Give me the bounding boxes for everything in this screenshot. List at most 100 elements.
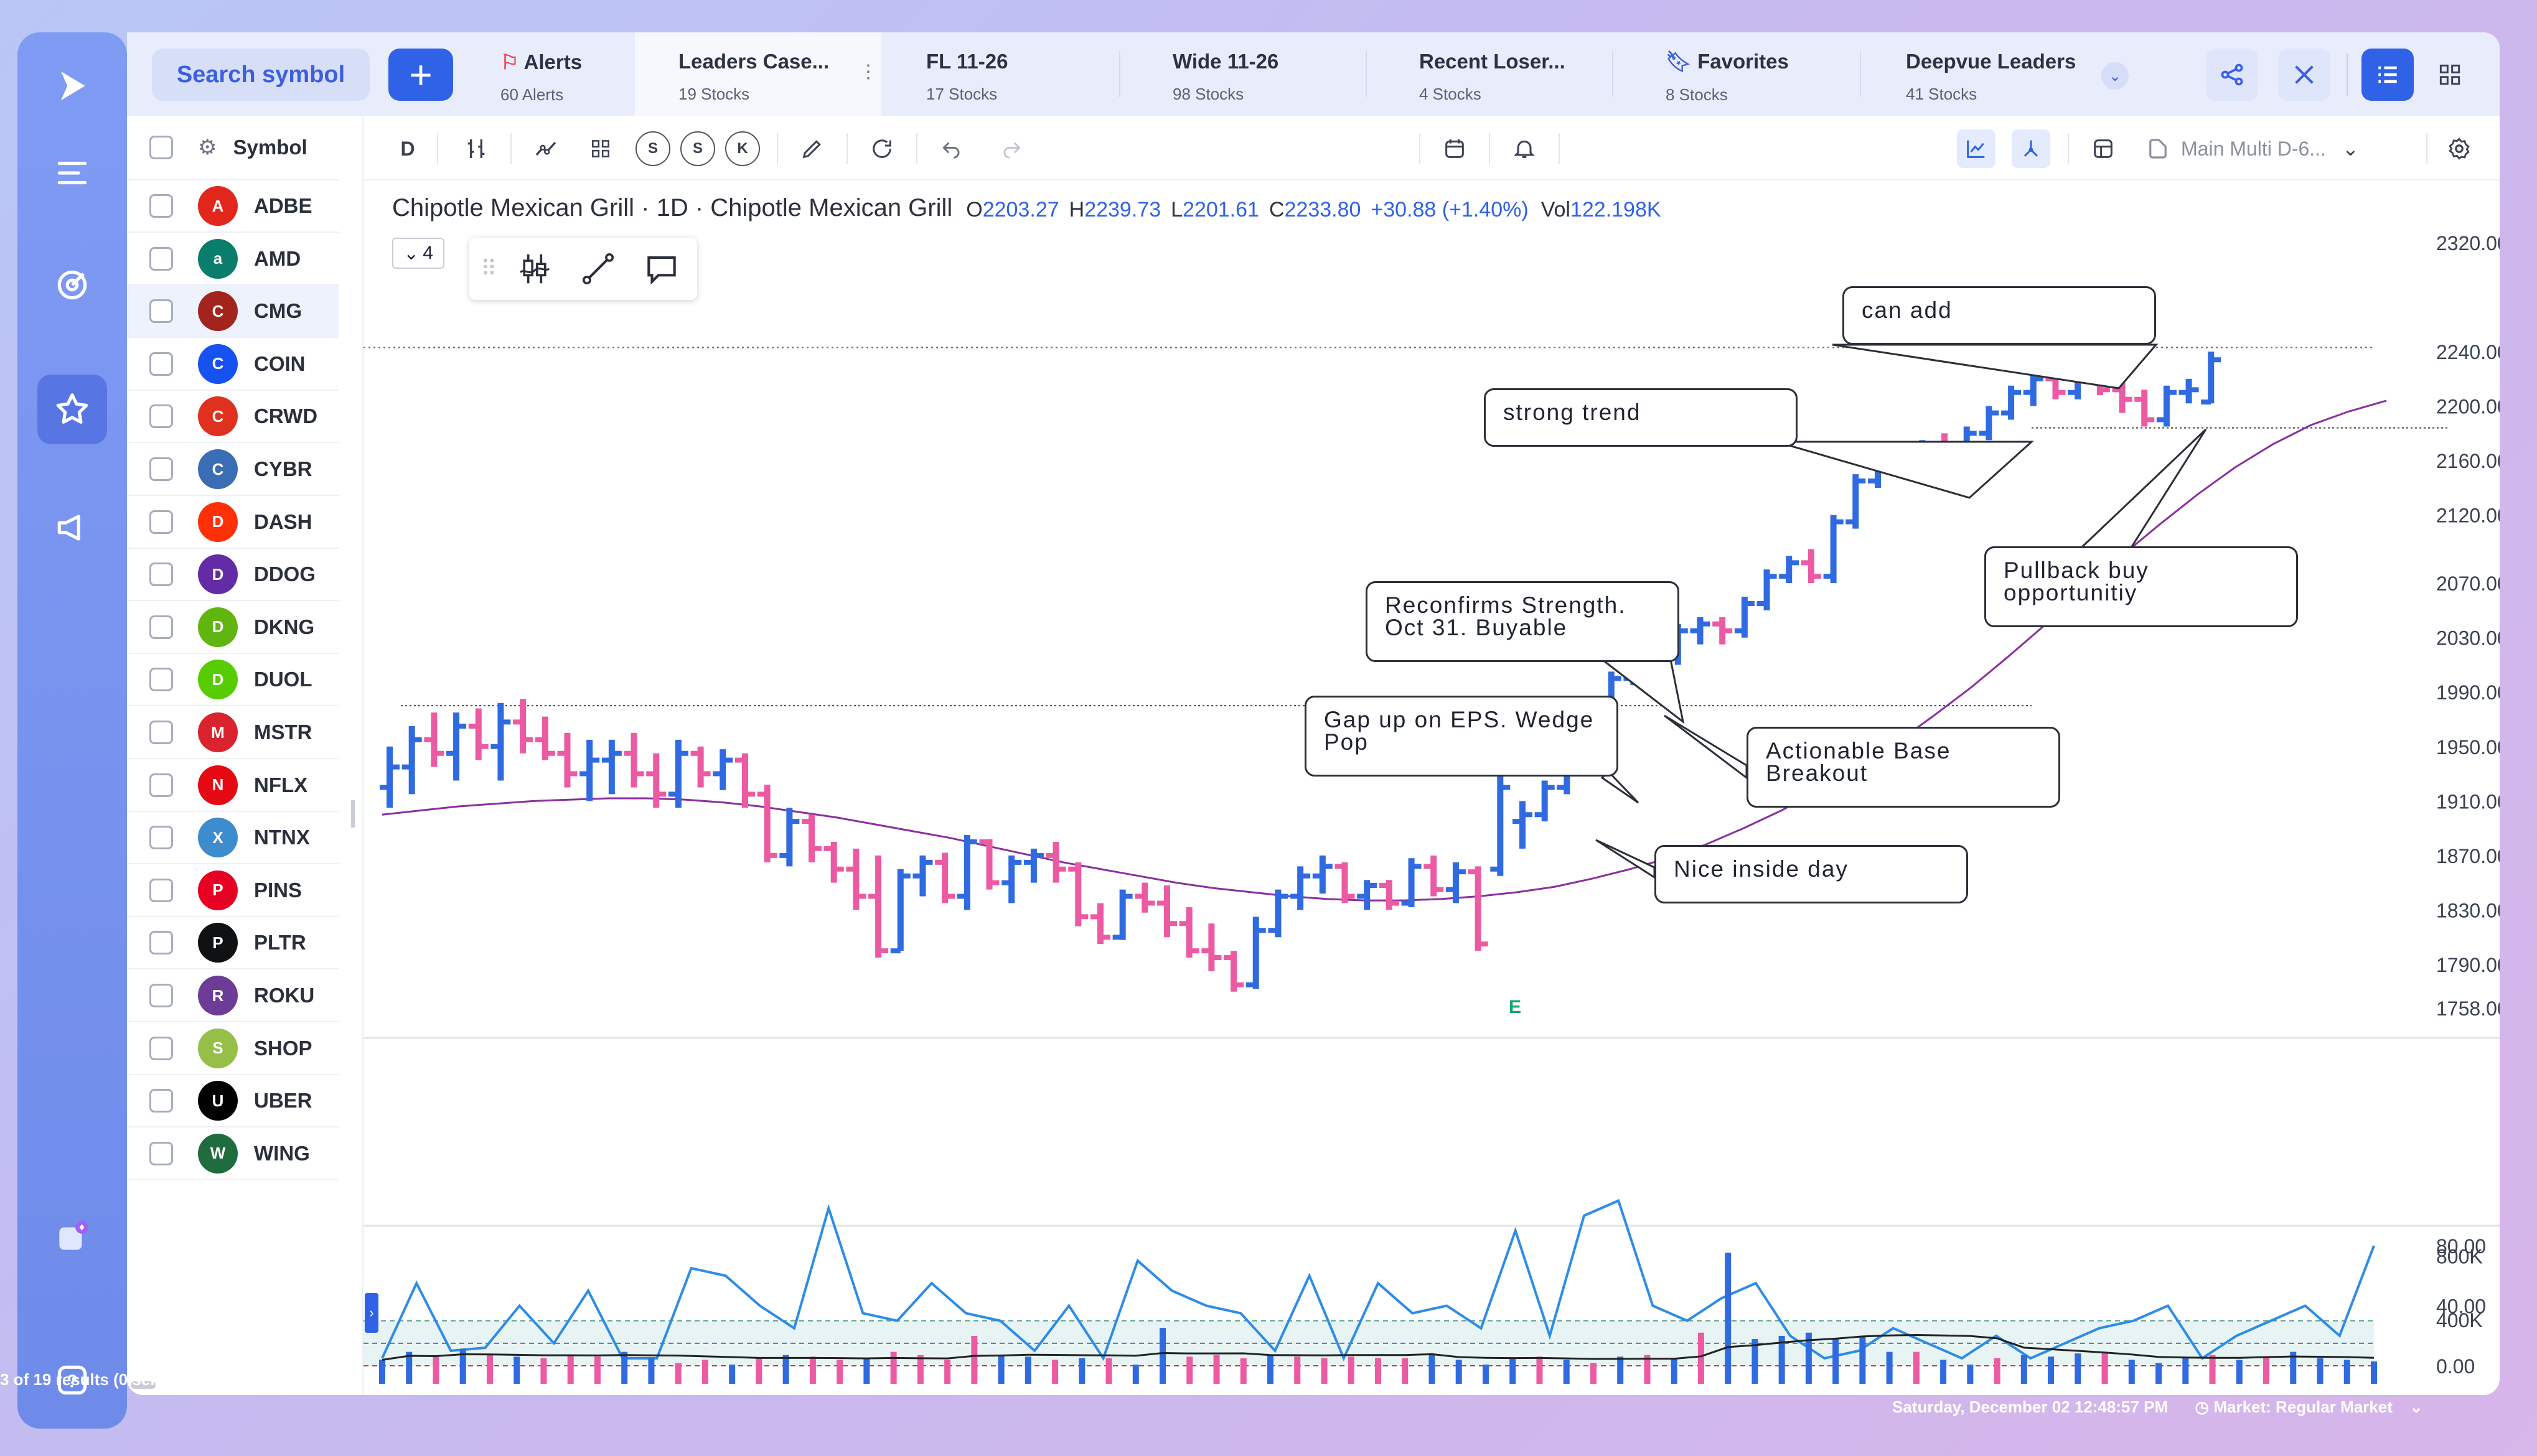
row-checkbox[interactable] (149, 457, 173, 481)
row-checkbox[interactable] (149, 299, 173, 324)
grid-view-button[interactable] (2424, 49, 2476, 101)
megaphone-icon[interactable] (37, 493, 107, 562)
watchlist-row-nflx[interactable]: N NFLX (127, 760, 339, 812)
row-checkbox[interactable] (149, 721, 173, 744)
row-checkbox[interactable] (149, 510, 173, 534)
watchlist-row-dkng[interactable]: D DKNG (127, 602, 339, 654)
annotation-inside-day[interactable]: Nice inside day (1654, 845, 1968, 903)
annotation-base-breakout[interactable]: Actionable Base Breakout (1747, 727, 2060, 808)
row-checkbox[interactable] (149, 878, 173, 902)
chart-area[interactable]: 2320.002240.002200.002160.002120.002070.… (363, 180, 2500, 1395)
chevron-down-icon[interactable]: ⌄ (2409, 1398, 2423, 1416)
row-checkbox[interactable] (149, 404, 173, 429)
row-checkbox[interactable] (149, 668, 173, 692)
compare-icon[interactable] (2012, 129, 2050, 168)
tab-wide-11-26[interactable]: Wide 11-26 98 Stocks (1173, 32, 1278, 116)
watchlist-row-duol[interactable]: D DUOL (127, 654, 339, 707)
earnings-marker[interactable]: E (1509, 997, 1522, 1017)
watchlist-row-cmg[interactable]: C CMG (127, 286, 339, 338)
watchlist-row-roku[interactable]: R ROKU (127, 970, 339, 1022)
menu-icon[interactable] (37, 138, 107, 208)
refresh-icon[interactable] (863, 129, 901, 168)
alert-bell-icon[interactable] (1505, 129, 1544, 168)
tab-options-icon[interactable]: ⋮ (859, 62, 878, 82)
s1-toggle[interactable]: S (635, 131, 670, 166)
layout-panels-icon[interactable] (2084, 129, 2122, 168)
expand-panel-button[interactable]: › (365, 1293, 378, 1333)
bar-style-icon[interactable] (457, 129, 495, 168)
watchlist-row-cybr[interactable]: C CYBR (127, 444, 339, 496)
collapse-indicators-button[interactable]: ⌄ 4 (392, 238, 444, 269)
price-chart[interactable]: 2320.002240.002200.002160.002120.002070.… (363, 180, 2500, 1395)
undo-icon[interactable] (932, 129, 971, 168)
row-checkbox[interactable] (149, 246, 173, 271)
watchlist-star-icon[interactable] (37, 375, 107, 444)
chart-type-icon[interactable] (1957, 129, 1995, 168)
market-status[interactable]: Market: Regular Market (2213, 1398, 2393, 1416)
row-checkbox[interactable] (149, 352, 173, 376)
annotation-pullback[interactable]: Pullback buy opportunitiy (1984, 546, 2298, 627)
watchlist-row-mstr[interactable]: M MSTR (127, 707, 339, 759)
row-checkbox[interactable] (149, 1036, 173, 1060)
list-view-button[interactable] (2361, 49, 2414, 101)
row-checkbox[interactable] (149, 773, 173, 797)
annotation-strong-trend[interactable]: strong trend (1484, 388, 1798, 447)
tab-deepvue-leaders[interactable]: Deepvue Leaders 41 Stocks (1906, 32, 2076, 116)
tab-leaders-case-active[interactable]: Leaders Case... 19 Stocks ⋮ (635, 32, 881, 116)
watchlist-row-shop[interactable]: S SHOP (127, 1023, 339, 1075)
annotation-gap-up[interactable]: Gap up on EPS. Wedge Pop (1305, 696, 1618, 777)
layouts-icon[interactable] (581, 129, 620, 168)
row-checkbox[interactable] (149, 826, 173, 850)
watchlist-row-adbe[interactable]: A ADBE (127, 180, 339, 233)
annotation-reconfirms-strength[interactable]: Reconfirms Strength. Oct 31. Buyable (1366, 581, 1679, 662)
trend-line-tool-icon[interactable] (579, 250, 617, 288)
search-symbol-button[interactable]: Search symbol (152, 49, 370, 101)
settings-icon[interactable] (2440, 129, 2478, 168)
watchlist-row-crwd[interactable]: C CRWD (127, 391, 339, 444)
callout-tool-icon[interactable] (642, 250, 681, 288)
calendar-icon[interactable] (1435, 129, 1474, 168)
row-checkbox[interactable] (149, 1089, 173, 1113)
row-checkbox[interactable] (149, 984, 173, 1007)
tab-fl-11-26[interactable]: FL 11-26 17 Stocks (926, 32, 1008, 116)
watchlist-row-uber[interactable]: U UBER (127, 1075, 339, 1128)
row-checkbox[interactable] (149, 194, 173, 218)
row-checkbox[interactable] (149, 615, 173, 639)
watchlist-row-ddog[interactable]: D DDOG (127, 549, 339, 602)
watchlist-row-ntnx[interactable]: X NTNX (127, 812, 339, 865)
candlestick-tool-icon[interactable] (515, 250, 554, 288)
row-checkbox[interactable] (149, 1141, 173, 1165)
select-all-checkbox[interactable] (149, 136, 173, 159)
indicators-icon[interactable] (527, 129, 565, 168)
drag-handle-icon[interactable]: ⠿ (481, 256, 497, 281)
interval-button[interactable]: D (400, 137, 415, 160)
redo-icon[interactable] (992, 129, 1031, 168)
share-button[interactable] (2206, 49, 2258, 101)
horizontal-scrollbar[interactable] (131, 1381, 156, 1389)
symbol-column-header[interactable]: Symbol (233, 136, 307, 159)
row-checkbox[interactable] (149, 931, 173, 955)
resize-handle[interactable] (351, 800, 355, 828)
s2-toggle[interactable]: S (680, 131, 715, 166)
settings-gear-icon[interactable]: ⚙ (198, 136, 217, 159)
watchlist-row-amd[interactable]: a AMD (127, 233, 339, 286)
pencil-icon[interactable] (793, 129, 832, 168)
watchlist-row-coin[interactable]: C COIN (127, 338, 339, 391)
watchlist-row-wing[interactable]: W WING (127, 1128, 339, 1180)
annotation-can-add[interactable]: can add (1842, 286, 2156, 345)
watchlist-row-pltr[interactable]: P PLTR (127, 917, 339, 970)
help-icon[interactable]: ? (37, 1345, 107, 1415)
watchlist-row-pins[interactable]: P PINS (127, 865, 339, 917)
layout-select[interactable]: Main Multi D-6... ⌄ (2145, 129, 2413, 168)
tabs-chevron-down-icon[interactable]: ⌄ (2101, 62, 2129, 90)
tab-recent-losers[interactable]: Recent Loser... 4 Stocks (1419, 32, 1565, 116)
x-twitter-button[interactable] (2278, 49, 2330, 101)
row-checkbox[interactable] (149, 562, 173, 587)
profile-avatar-icon[interactable] (37, 1202, 107, 1272)
watchlist-row-dash[interactable]: D DASH (127, 497, 339, 549)
app-logo-icon[interactable] (37, 51, 107, 121)
add-button[interactable]: + (388, 49, 453, 101)
tab-alerts[interactable]: ⚐ Alerts 60 Alerts (500, 32, 749, 116)
radar-icon[interactable] (37, 250, 107, 320)
tab-favorites[interactable]: 🔖︎ Favorites 8 Stocks (1666, 32, 1789, 116)
